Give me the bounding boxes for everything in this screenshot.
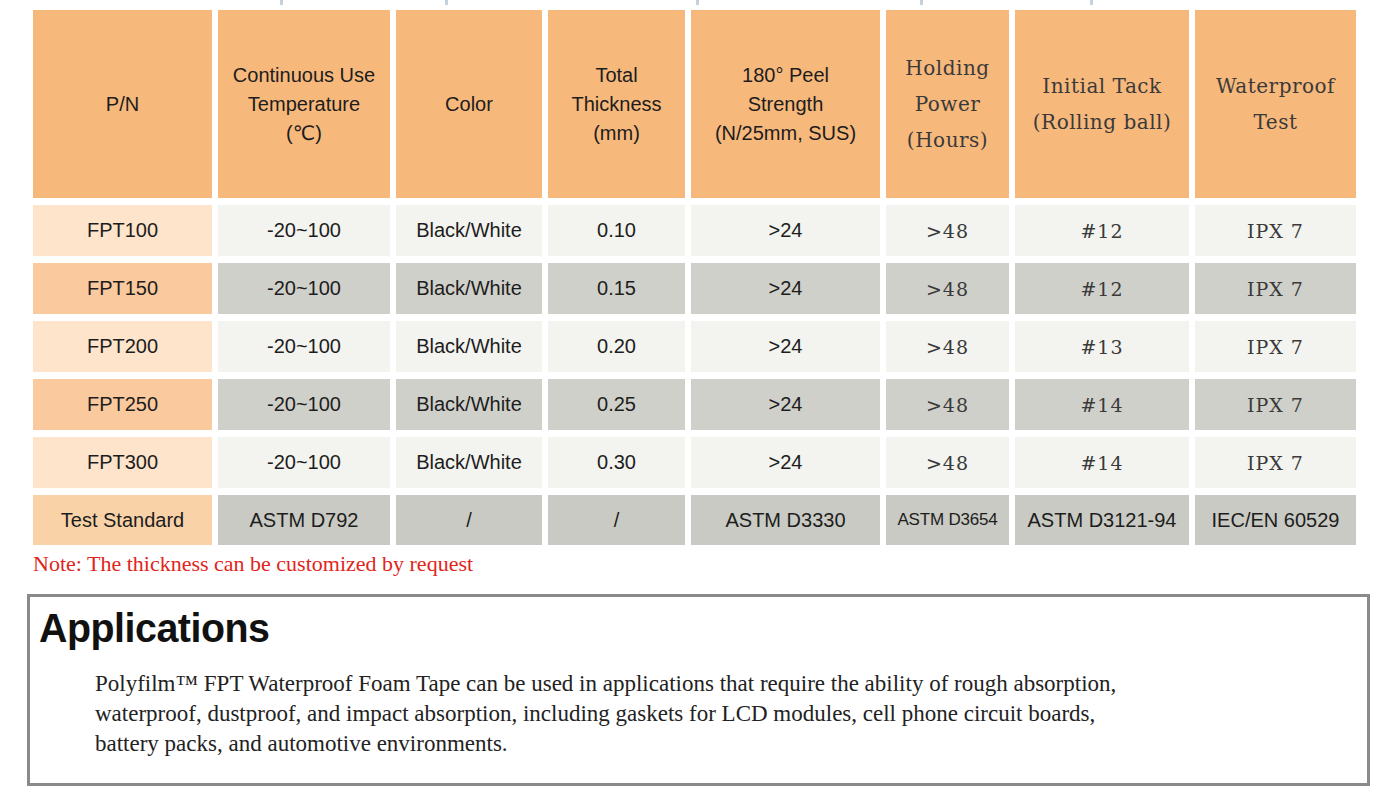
cell-pn: FPT300 bbox=[33, 437, 212, 488]
cell-holding-power: >48 bbox=[886, 379, 1009, 430]
header-temperature: Continuous Use Temperature (℃) bbox=[218, 10, 390, 198]
applications-section: Applications Polyfilm™ FPT Waterproof Fo… bbox=[27, 594, 1370, 786]
cell-holding-power: >48 bbox=[886, 321, 1009, 372]
cell-peel-strength: >24 bbox=[691, 263, 880, 314]
cell-pn: FPT250 bbox=[33, 379, 212, 430]
cell-color-standard: / bbox=[396, 495, 542, 545]
cell-initial-tack: #14 bbox=[1015, 437, 1189, 488]
applications-title: Applications bbox=[39, 605, 269, 652]
cell-color: Black/White bbox=[396, 379, 542, 430]
cell-thickness: 0.25 bbox=[548, 379, 685, 430]
datasheet-page: P/N Continuous Use Temperature (℃) Color… bbox=[0, 0, 1389, 800]
cell-thickness: 0.20 bbox=[548, 321, 685, 372]
cell-holding-standard: ASTM D3654 bbox=[886, 495, 1009, 545]
cell-temperature-standard: ASTM D792 bbox=[218, 495, 390, 545]
cell-color: Black/White bbox=[396, 437, 542, 488]
spec-table: P/N Continuous Use Temperature (℃) Color… bbox=[27, 3, 1362, 552]
header-peel-strength: 180° Peel Strength (N/25mm, SUS) bbox=[691, 10, 880, 198]
table-row-fpt200: FPT200 -20~100 Black/White 0.20 >24 >48 … bbox=[33, 321, 1356, 372]
table-row-test-standard: Test Standard ASTM D792 / / ASTM D3330 A… bbox=[33, 495, 1356, 545]
note-text: Note: The thickness can be customized by… bbox=[33, 551, 473, 577]
cell-pn: FPT150 bbox=[33, 263, 212, 314]
table-row-fpt300: FPT300 -20~100 Black/White 0.30 >24 >48 … bbox=[33, 437, 1356, 488]
table-row-fpt150: FPT150 -20~100 Black/White 0.15 >24 >48 … bbox=[33, 263, 1356, 314]
cell-peel-strength: >24 bbox=[691, 437, 880, 488]
cell-color: Black/White bbox=[396, 321, 542, 372]
cell-peel-standard: ASTM D3330 bbox=[691, 495, 880, 545]
cell-waterproof-test: IPX 7 bbox=[1195, 321, 1356, 372]
cell-waterproof-standard: IEC/EN 60529 bbox=[1195, 495, 1356, 545]
cell-pn: Test Standard bbox=[33, 495, 212, 545]
cell-peel-strength: >24 bbox=[691, 379, 880, 430]
cell-peel-strength: >24 bbox=[691, 321, 880, 372]
cell-thickness-standard: / bbox=[548, 495, 685, 545]
header-pn: P/N bbox=[33, 10, 212, 198]
header-holding-power: Holding Power (Hours) bbox=[886, 10, 1009, 198]
applications-body: Polyfilm™ FPT Waterproof Foam Tape can b… bbox=[95, 669, 1327, 759]
cell-color: Black/White bbox=[396, 205, 542, 256]
header-waterproof-test: Waterproof Test bbox=[1195, 10, 1356, 198]
cell-thickness: 0.10 bbox=[548, 205, 685, 256]
table-row-fpt250: FPT250 -20~100 Black/White 0.25 >24 >48 … bbox=[33, 379, 1356, 430]
cell-initial-tack: #12 bbox=[1015, 205, 1189, 256]
header-color: Color bbox=[396, 10, 542, 198]
spec-table-body: FPT100 -20~100 Black/White 0.10 >24 >48 … bbox=[33, 205, 1356, 545]
cell-waterproof-test: IPX 7 bbox=[1195, 379, 1356, 430]
cell-temperature: -20~100 bbox=[218, 263, 390, 314]
spec-table-header: P/N Continuous Use Temperature (℃) Color… bbox=[33, 10, 1356, 198]
cell-initial-tack: #12 bbox=[1015, 263, 1189, 314]
cell-thickness: 0.15 bbox=[548, 263, 685, 314]
cell-holding-power: >48 bbox=[886, 263, 1009, 314]
cell-tack-standard: ASTM D3121-94 bbox=[1015, 495, 1189, 545]
header-thickness: Total Thickness (mm) bbox=[548, 10, 685, 198]
cell-temperature: -20~100 bbox=[218, 437, 390, 488]
table-row-fpt100: FPT100 -20~100 Black/White 0.10 >24 >48 … bbox=[33, 205, 1356, 256]
cell-pn: FPT100 bbox=[33, 205, 212, 256]
cell-holding-power: >48 bbox=[886, 437, 1009, 488]
cell-temperature: -20~100 bbox=[218, 205, 390, 256]
header-initial-tack: Initial Tack (Rolling ball) bbox=[1015, 10, 1189, 198]
cell-waterproof-test: IPX 7 bbox=[1195, 263, 1356, 314]
cell-pn: FPT200 bbox=[33, 321, 212, 372]
cell-temperature: -20~100 bbox=[218, 321, 390, 372]
cell-waterproof-test: IPX 7 bbox=[1195, 205, 1356, 256]
cell-holding-power: >48 bbox=[886, 205, 1009, 256]
cell-peel-strength: >24 bbox=[691, 205, 880, 256]
cell-waterproof-test: IPX 7 bbox=[1195, 437, 1356, 488]
cell-initial-tack: #14 bbox=[1015, 379, 1189, 430]
cell-temperature: -20~100 bbox=[218, 379, 390, 430]
cell-color: Black/White bbox=[396, 263, 542, 314]
cell-initial-tack: #13 bbox=[1015, 321, 1189, 372]
header-row: P/N Continuous Use Temperature (℃) Color… bbox=[33, 10, 1356, 198]
cell-thickness: 0.30 bbox=[548, 437, 685, 488]
